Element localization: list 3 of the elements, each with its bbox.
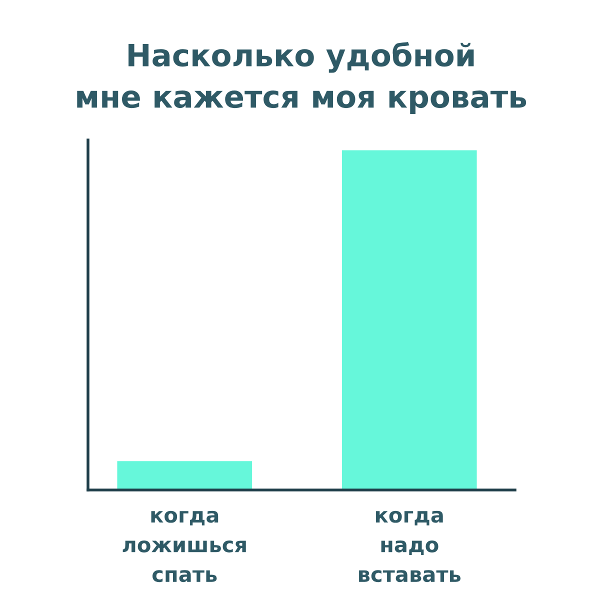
x-tick-label: когда ложишься спать	[122, 510, 246, 582]
x-tick-label: когда надо вставать	[359, 510, 461, 582]
chart-title: Насколько удобной мне кажется моя кровать	[77, 42, 526, 114]
